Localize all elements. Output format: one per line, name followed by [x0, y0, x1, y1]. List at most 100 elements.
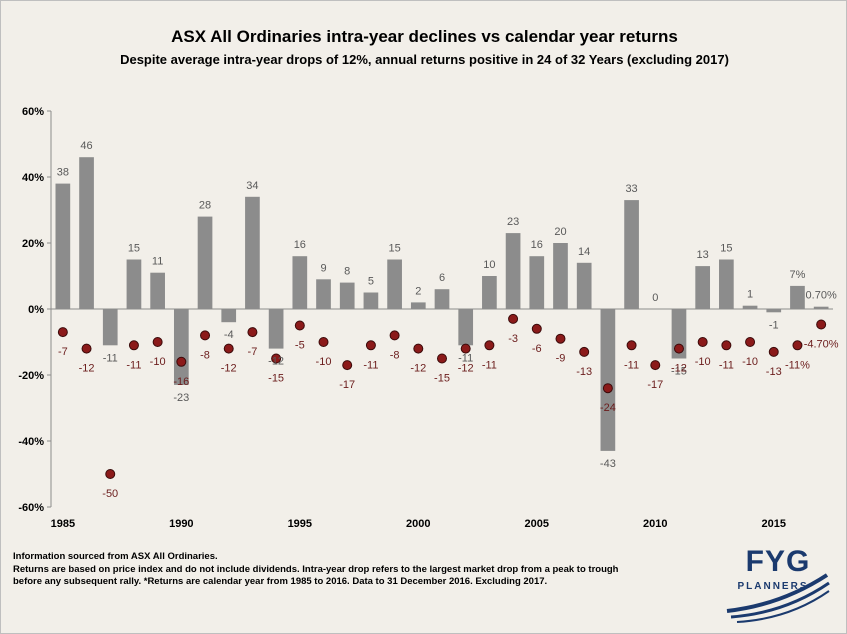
return-bar-label: 6 [439, 272, 445, 284]
decline-dot [460, 343, 471, 354]
return-bar-label: 0.70% [806, 290, 837, 302]
decline-dot [792, 340, 803, 351]
footer-method: Returns are based on price index and do … [13, 563, 619, 575]
decline-dot [105, 469, 116, 479]
return-bar [600, 309, 616, 451]
decline-dot [555, 333, 566, 344]
decline-dot [128, 340, 139, 351]
return-bar-label: 16 [294, 239, 306, 251]
return-bar [695, 266, 711, 309]
decline-dot [579, 346, 590, 357]
decline-dot-label: -5 [295, 340, 305, 352]
decline-dot-label: -13 [576, 366, 592, 378]
decline-dot-label: -12 [221, 363, 237, 375]
return-bar-label: 7% [790, 269, 806, 281]
return-bar [529, 256, 545, 309]
decline-dot [602, 383, 613, 394]
return-bar [505, 233, 521, 309]
logo-tagline: PLANNERS [737, 581, 809, 592]
return-bar-label: 15 [128, 243, 140, 255]
y-tick-label: -20% [18, 370, 44, 382]
return-bar-label: -23 [173, 392, 189, 404]
decline-dot-label: -8 [200, 349, 210, 361]
return-bar-label: 14 [578, 246, 590, 258]
return-bar-label: 1 [747, 289, 753, 301]
decline-dot-label: -50 [102, 488, 118, 500]
decline-dot-label: -10 [695, 356, 711, 368]
y-tick-label: -40% [18, 436, 44, 448]
return-bar [410, 302, 426, 309]
decline-dot [697, 337, 708, 347]
return-bar [553, 243, 568, 309]
return-bar-label: 38 [57, 167, 69, 179]
decline-dot [531, 323, 542, 334]
return-bar [339, 282, 355, 309]
decline-dot [81, 343, 92, 354]
decline-dot [389, 330, 400, 341]
decline-dot [342, 360, 353, 371]
return-bar [102, 309, 118, 346]
return-bar [576, 262, 592, 309]
decline-dot-label: -10 [742, 356, 758, 368]
decline-dot [365, 340, 376, 351]
chart-title: ASX All Ordinaries intra-year declines v… [171, 27, 678, 46]
decline-dot-label: -11 [719, 359, 734, 371]
return-bar-label: 2 [415, 285, 421, 297]
return-bar-label: -15 [671, 366, 687, 378]
decline-dot-label: -13 [766, 366, 782, 378]
return-bar [79, 157, 94, 309]
return-bar-label: 13 [697, 249, 709, 261]
decline-dot [626, 340, 637, 351]
return-bar-label: 8 [344, 266, 350, 278]
decline-dot [484, 340, 495, 351]
return-bar [173, 309, 189, 385]
return-bar [742, 305, 758, 309]
return-bar-label: 11 [152, 256, 163, 268]
return-bar-label: 10 [483, 259, 495, 271]
return-bar-label: 46 [80, 140, 92, 152]
logo-swoosh-icon [726, 573, 830, 623]
return-bar [221, 309, 237, 323]
decline-dot-label: -8 [390, 349, 400, 361]
decline-dot [437, 353, 447, 364]
return-bar [624, 200, 639, 309]
x-tick-label: 2005 [525, 518, 549, 530]
decline-dot-label: -11 [126, 359, 141, 371]
decline-dot-label: -11 [624, 359, 639, 371]
x-tick-label: 2010 [643, 518, 667, 530]
y-tick-label: -60% [18, 502, 44, 514]
return-bar-label: 15 [388, 243, 400, 255]
decline-dot-label: -15 [268, 373, 284, 385]
return-bar-label: 15 [720, 243, 732, 255]
chart-plot: 60%40%20%0%-20%-40%-60%1985 1990 1995 2000 2… [18, 106, 838, 530]
decline-dot [816, 319, 827, 330]
return-bar [482, 276, 497, 309]
return-bar [434, 289, 450, 309]
decline-dot-label: -12 [671, 363, 687, 375]
return-bar [316, 279, 331, 309]
decline-dot [745, 337, 756, 347]
decline-dot-label: -7 [248, 346, 258, 358]
return-bar [150, 272, 165, 309]
return-bar [363, 292, 379, 309]
return-bar-label: -43 [600, 458, 616, 470]
decline-dot [318, 337, 329, 347]
decline-dot [768, 346, 779, 357]
decline-dot-label: -10 [150, 356, 166, 368]
return-bar [647, 309, 663, 310]
x-tick-label: 2000 [406, 518, 430, 530]
decline-dot [200, 330, 211, 341]
decline-dot-label: -7 [58, 346, 68, 358]
decline-dot-label: -17 [647, 379, 663, 391]
fyg-planners-logo: FYG PLANNERS [723, 545, 833, 625]
decline-dot [57, 327, 68, 338]
return-bar [766, 309, 782, 313]
decline-dot [508, 313, 519, 324]
return-bar-label: -11 [458, 352, 473, 364]
logo-wordmark: FYG [745, 545, 811, 578]
x-tick-label: 2015 [762, 518, 786, 530]
decline-dot-label: -3 [508, 333, 518, 345]
return-bar-label: -11 [103, 352, 118, 364]
decline-dot-label: -11% [785, 359, 810, 371]
